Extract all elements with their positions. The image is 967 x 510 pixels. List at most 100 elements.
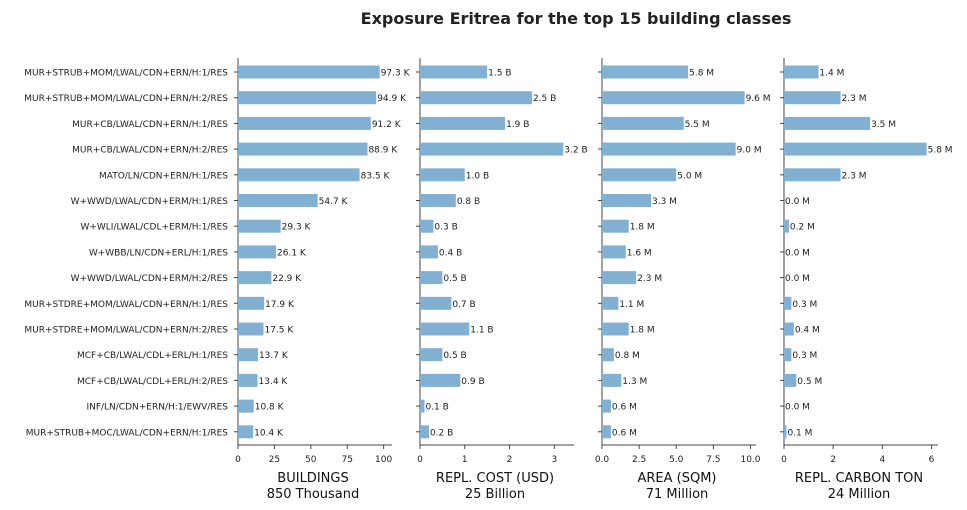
bar-value-label: 13.4 K — [259, 377, 289, 387]
bar-value-label: 2.5 B — [533, 94, 556, 104]
bar-value-label: 88.9 K — [368, 146, 398, 156]
category-label: MUR+STRUB+MOM/LWAL/CDN+ERN/H:1/RES — [24, 69, 228, 79]
bar-value-label: 1.3 M — [622, 377, 647, 387]
x-tick-label: 0 — [781, 455, 787, 465]
bar — [602, 65, 689, 79]
bar-value-label: 0.7 B — [452, 300, 475, 310]
bar-value-label: 3.2 B — [564, 146, 587, 156]
bar — [784, 142, 927, 156]
category-label: MUR+CB/LWAL/CDN+ERN/H:2/RES — [72, 146, 228, 156]
chart-panel-4: 0 2 4 6 1.4 M 2.3 M 3.5 M 5.8 M 2.3 M 0.0 M 0.2 M 0… — [780, 58, 953, 502]
category-label: MUR+STDRE+MOM/LWAL/CDN+ERN/H:2/RES — [24, 326, 228, 336]
bar-value-label: 0.5 B — [443, 274, 466, 284]
bar-value-label: 10.8 K — [255, 403, 285, 413]
x-tick-label: 25 — [269, 455, 280, 465]
bar — [602, 271, 637, 285]
x-axis-label: BUILDINGS — [277, 471, 348, 486]
bar-value-label: 17.9 K — [265, 300, 295, 310]
bar-value-label: 13.7 K — [259, 351, 289, 361]
bar — [420, 271, 443, 285]
category-label: MCF+CB/LWAL/CDL+ERL/H:1/RES — [77, 351, 228, 361]
x-tick-label: 0.0 — [595, 455, 610, 465]
panel-total-label: 71 Million — [646, 487, 709, 502]
bar-value-label: 10.4 K — [254, 428, 284, 438]
bar — [602, 348, 614, 362]
bar — [420, 65, 488, 79]
bar — [238, 91, 377, 105]
category-label: MUR+STRUB+MOC/LWAL/CDN+ERN/H:1/RES — [26, 428, 229, 438]
panel-total-label: 24 Million — [828, 487, 891, 502]
bar — [238, 65, 380, 79]
bar — [602, 194, 652, 207]
x-tick-label: 5.0 — [669, 455, 684, 465]
bar — [420, 373, 461, 387]
bar-value-label: 5.8 M — [928, 146, 953, 156]
bar — [602, 296, 619, 310]
x-axis-label: REPL. COST (USD) — [436, 471, 554, 486]
x-tick-label: 2.5 — [632, 455, 646, 465]
bar-value-label: 0.0 M — [785, 403, 810, 413]
bar-value-label: 26.1 K — [277, 248, 307, 258]
chart-panel-2: 0 1 2 3 1.5 B 2.5 B 1.9 B 3.2 B 1.0 B 0.8 B 0.3 B 0… — [416, 58, 588, 502]
bar-value-label: 17.5 K — [264, 326, 294, 336]
bar — [420, 116, 506, 130]
x-axis-label: REPL. CARBON TON — [795, 471, 923, 486]
bar-value-label: 0.6 M — [612, 428, 637, 438]
bar — [420, 91, 532, 105]
bar-value-label: 0.5 B — [443, 351, 466, 361]
category-label: MUR+CB/LWAL/CDN+ERN/H:1/RES — [72, 120, 228, 130]
bar — [238, 142, 368, 156]
bar-value-label: 1.1 B — [470, 326, 493, 336]
bar — [238, 296, 265, 310]
bar — [784, 116, 871, 130]
bar-value-label: 0.8 M — [615, 351, 640, 361]
category-label: W+WBB/LN/CDN+ERL/H:1/RES — [89, 248, 228, 258]
bar-value-label: 0.2 B — [430, 428, 453, 438]
bar — [238, 425, 254, 439]
bar — [602, 245, 626, 259]
bar-value-label: 2.3 M — [637, 274, 662, 284]
bar-value-label: 0.3 M — [792, 351, 817, 361]
bar-value-label: 0.4 B — [439, 248, 462, 258]
bar — [784, 91, 841, 105]
x-tick-label: 6 — [929, 455, 935, 465]
bar-value-label: 1.8 M — [630, 326, 655, 336]
bar-value-label: 91.2 K — [372, 120, 402, 130]
chart-panel-1: 0 25 50 75 100 97.3 K 94.9 K 91.2 K 88.9 K 83.5 K… — [234, 58, 411, 502]
bar — [238, 116, 371, 130]
bar — [602, 116, 684, 130]
bar-value-label: 5.5 M — [685, 120, 710, 130]
x-tick-label: 10.0 — [740, 455, 760, 465]
x-tick-label: 100 — [375, 455, 392, 465]
bar — [602, 322, 629, 336]
bar — [420, 219, 434, 233]
bar — [420, 168, 465, 182]
bar — [602, 373, 622, 387]
chart-title: Exposure Eritrea for the top 15 building… — [361, 9, 792, 28]
bar — [602, 399, 611, 413]
bar — [238, 194, 318, 207]
bar-value-label: 0.8 B — [457, 197, 480, 207]
bar — [602, 425, 611, 439]
category-label: MUR+STDRE+MOM/LWAL/CDN+ERN/H:1/RES — [24, 300, 228, 310]
category-label: MATO/LN/CDN+ERN/H:1/RES — [99, 171, 228, 181]
bar-value-label: 54.7 K — [319, 197, 349, 207]
bar — [238, 271, 272, 285]
x-tick-label: 3 — [551, 455, 557, 465]
bar-value-label: 1.8 M — [630, 223, 655, 233]
bar — [420, 348, 443, 362]
x-tick-label: 50 — [305, 455, 317, 465]
bar-value-label: 1.0 B — [466, 171, 489, 181]
chart-panels: MUR+STRUB+MOM/LWAL/CDN+ERN/H:1/RES MUR+ST… — [24, 58, 953, 502]
bar — [784, 322, 794, 336]
bar — [238, 373, 258, 387]
x-tick-label: 1 — [462, 455, 468, 465]
bar — [238, 168, 360, 182]
bar — [420, 296, 452, 310]
x-tick-label: 0 — [417, 455, 423, 465]
bar-value-label: 0.2 M — [790, 223, 815, 233]
bar-value-label: 0.5 M — [797, 377, 822, 387]
bar — [602, 91, 745, 105]
bar — [238, 348, 258, 362]
